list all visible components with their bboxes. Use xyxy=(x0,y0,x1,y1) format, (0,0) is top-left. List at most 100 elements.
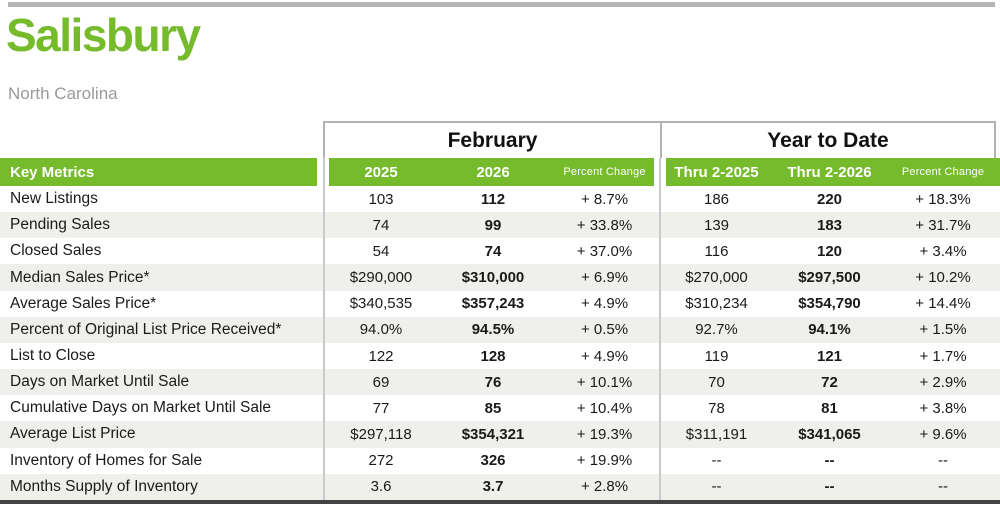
group-header-row: February Year to Date xyxy=(0,118,1000,158)
ytd-percent-change: -- xyxy=(938,452,948,470)
table-row-pct-original-list-price: Percent of Original List Price Received*… xyxy=(0,316,1000,343)
table-body: New Listings 103 112 + 8.7% 186 220 + 18… xyxy=(0,186,1000,500)
metric-label: Inventory of Homes for Sale xyxy=(10,451,203,469)
ytd-2025-value: 186 xyxy=(703,190,730,208)
metric-label: Days on Market Until Sale xyxy=(10,373,190,391)
page-subtitle: North Carolina xyxy=(8,84,118,103)
column-header-ytd-2025: Thru 2-2025 xyxy=(674,163,759,181)
table-row-pending-sales: Pending Sales 74 99 + 33.8% 139 183 + 31… xyxy=(0,212,1000,239)
ytd-2026-value: $354,790 xyxy=(798,295,861,313)
feb-2026-value: 74 xyxy=(484,242,502,260)
ytd-2025-value: 78 xyxy=(708,399,725,417)
ytd-2026-value: 220 xyxy=(816,190,843,208)
metric-label: Percent of Original List Price Received* xyxy=(10,320,282,338)
metric-label: Median Sales Price* xyxy=(10,268,150,286)
page-title: Salisbury xyxy=(6,9,201,61)
feb-percent-change: + 0.5% xyxy=(580,321,629,339)
bottom-rule xyxy=(0,499,1000,504)
ytd-2026-value: 121 xyxy=(816,347,843,365)
ytd-2025-value: 92.7% xyxy=(695,321,738,339)
ytd-percent-change: + 9.6% xyxy=(919,425,967,443)
column-header-feb-2025: 2025 xyxy=(364,163,398,181)
column-header-ytd-2026: Thru 2-2026 xyxy=(787,163,872,181)
metric-label: Closed Sales xyxy=(10,242,102,260)
group-header-year-to-date: Year to Date xyxy=(660,121,996,158)
ytd-2026-value: 183 xyxy=(816,216,843,234)
feb-2025-value: $297,118 xyxy=(350,425,412,443)
ytd-2025-value: 119 xyxy=(704,347,729,365)
feb-2026-value: 85 xyxy=(484,399,502,417)
ytd-2025-value: 116 xyxy=(704,242,729,260)
feb-2026-value: 326 xyxy=(480,452,506,470)
feb-2026-value: 112 xyxy=(480,190,506,208)
feb-2025-value: 94.0% xyxy=(359,321,403,339)
table-row-inventory: Inventory of Homes for Sale 272 326 + 19… xyxy=(0,448,1000,474)
feb-2025-value: $340,535 xyxy=(349,295,413,313)
feb-2025-value: 103 xyxy=(368,190,394,208)
feb-2025-value: 3.6 xyxy=(370,478,392,496)
table-row-cumulative-days-on-market: Cumulative Days on Market Until Sale 77 … xyxy=(0,395,1000,421)
feb-2026-value: 3.7 xyxy=(482,478,504,496)
ytd-percent-change: + 31.7% xyxy=(915,216,971,234)
feb-2025-value: 69 xyxy=(372,373,390,391)
ytd-2026-value: -- xyxy=(824,478,835,496)
table-row-average-list-price: Average List Price $297,118 $354,321 + 1… xyxy=(0,421,1000,448)
feb-2025-value: $290,000 xyxy=(349,269,413,287)
column-header-ytd-percent-change: Percent Change xyxy=(901,166,985,178)
feb-percent-change: + 10.4% xyxy=(576,399,633,417)
feb-percent-change: + 2.8% xyxy=(580,478,629,496)
feb-2026-value: 99 xyxy=(484,216,502,234)
ytd-2025-value: -- xyxy=(711,478,722,496)
table-row-closed-sales: Closed Sales 54 74 + 37.0% 116 120 + 3.4… xyxy=(0,238,1000,264)
key-metrics-table: February Year to Date Key Metrics 2025 2… xyxy=(0,118,1000,504)
feb-percent-change: + 19.3% xyxy=(576,425,633,443)
table-row-list-to-close: List to Close 122 128 + 4.9% 119 121 + 1… xyxy=(0,343,1000,369)
feb-2026-value: $357,243 xyxy=(461,295,525,313)
ytd-2026-value: -- xyxy=(824,452,835,470)
ytd-percent-change: + 3.8% xyxy=(919,399,967,417)
ytd-percent-change: + 1.7% xyxy=(919,347,967,365)
feb-percent-change: + 8.7% xyxy=(580,190,629,208)
column-divider xyxy=(323,158,325,500)
ytd-percent-change: + 3.4% xyxy=(919,242,967,260)
feb-2025-value: 77 xyxy=(372,399,390,417)
ytd-2026-value: 72 xyxy=(821,373,838,391)
feb-2026-value: 94.5% xyxy=(471,321,515,339)
group-divider xyxy=(659,158,661,500)
metric-label: Average Sales Price* xyxy=(10,294,157,312)
metric-label: Pending Sales xyxy=(10,216,110,234)
ytd-2026-value: $341,065 xyxy=(798,425,861,443)
metric-label: New Listings xyxy=(10,190,98,208)
table-row-months-supply: Months Supply of Inventory 3.6 3.7 + 2.8… xyxy=(0,473,1000,500)
feb-2025-value: 54 xyxy=(372,242,390,260)
ytd-percent-change: + 10.2% xyxy=(915,269,971,287)
ytd-2025-value: 139 xyxy=(703,216,730,234)
column-header-feb-2026: 2026 xyxy=(476,163,510,181)
feb-2025-value: 74 xyxy=(372,216,390,234)
column-header-row: Key Metrics 2025 2026 Percent Change Thr… xyxy=(0,158,1000,186)
ytd-2026-value: 81 xyxy=(821,399,838,417)
feb-percent-change: + 19.9% xyxy=(576,452,633,470)
metric-label: Cumulative Days on Market Until Sale xyxy=(10,399,272,417)
feb-percent-change: + 6.9% xyxy=(580,269,629,287)
feb-percent-change: + 10.1% xyxy=(576,373,633,391)
feb-2026-value: 128 xyxy=(480,347,506,365)
feb-percent-change: + 33.8% xyxy=(576,216,633,234)
feb-percent-change: + 4.9% xyxy=(580,347,629,365)
ytd-2026-value: 94.1% xyxy=(808,321,851,339)
ytd-2025-value: $310,234 xyxy=(685,295,748,313)
ytd-2026-value: $297,500 xyxy=(798,269,861,287)
group-header-february: February xyxy=(323,121,660,158)
metric-label: Average List Price xyxy=(10,425,136,443)
feb-2026-value: 76 xyxy=(484,373,502,391)
ytd-percent-change: + 14.4% xyxy=(915,295,971,313)
feb-percent-change: + 37.0% xyxy=(576,242,633,260)
metric-label: Months Supply of Inventory xyxy=(10,477,198,495)
table-row-median-sales-price: Median Sales Price* $290,000 $310,000 + … xyxy=(0,264,1000,291)
ytd-percent-change: + 1.5% xyxy=(919,321,967,339)
metric-label: List to Close xyxy=(10,347,96,365)
ytd-percent-change: -- xyxy=(938,478,948,496)
column-header-feb-percent-change: Percent Change xyxy=(563,166,646,178)
ytd-2025-value: $270,000 xyxy=(685,269,748,287)
feb-percent-change: + 4.9% xyxy=(580,295,629,313)
